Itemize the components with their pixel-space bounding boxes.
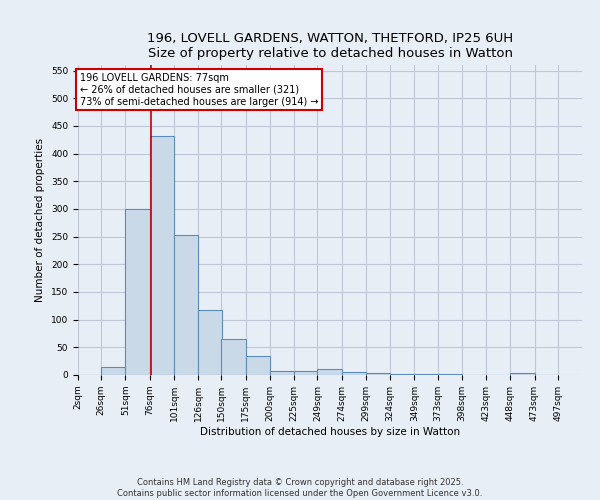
Bar <box>270 370 294 375</box>
X-axis label: Distribution of detached houses by size in Watton: Distribution of detached houses by size … <box>200 426 460 436</box>
Bar <box>245 356 270 375</box>
Bar <box>390 374 415 375</box>
Bar <box>294 370 319 375</box>
Bar <box>174 235 198 375</box>
Y-axis label: Number of detached properties: Number of detached properties <box>35 138 46 302</box>
Text: 196 LOVELL GARDENS: 77sqm
← 26% of detached houses are smaller (321)
73% of semi: 196 LOVELL GARDENS: 77sqm ← 26% of detac… <box>80 74 319 106</box>
Bar <box>125 209 150 375</box>
Bar <box>366 374 390 375</box>
Bar <box>101 366 125 375</box>
Bar <box>317 370 341 375</box>
Bar <box>150 136 174 375</box>
Bar <box>341 372 366 375</box>
Bar <box>510 374 535 375</box>
Bar <box>415 374 439 375</box>
Bar <box>198 310 223 375</box>
Text: Contains HM Land Registry data © Crown copyright and database right 2025.
Contai: Contains HM Land Registry data © Crown c… <box>118 478 482 498</box>
Bar <box>437 374 462 375</box>
Title: 196, LOVELL GARDENS, WATTON, THETFORD, IP25 6UH
Size of property relative to det: 196, LOVELL GARDENS, WATTON, THETFORD, I… <box>147 32 513 60</box>
Bar <box>221 339 245 375</box>
